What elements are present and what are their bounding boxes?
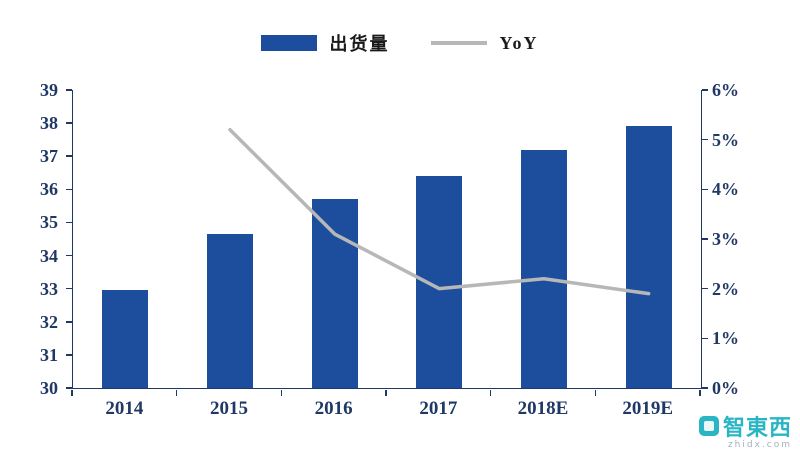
right-axis-tick — [701, 138, 708, 141]
right-axis-label: 5% — [712, 129, 739, 150]
bar-2014 — [102, 290, 149, 388]
left-axis-tick — [66, 155, 72, 157]
left-axis-tick — [66, 254, 72, 257]
left-axis-tick — [66, 287, 72, 290]
legend-label-yoy: YoY — [499, 32, 539, 53]
left-axis-tick — [66, 354, 72, 356]
x-axis-tick — [280, 389, 283, 396]
right-axis-tick — [701, 188, 708, 191]
legend: 出货量 YoY — [0, 30, 800, 56]
left-axis-label: 38 — [40, 113, 58, 134]
line-swatch-icon — [431, 41, 488, 45]
left-axis-tick — [66, 89, 72, 91]
x-axis-tick — [385, 389, 387, 396]
left-axis-label: 33 — [40, 278, 58, 299]
bar-2018E — [521, 149, 567, 388]
x-axis-label-2014: 2014 — [105, 398, 144, 419]
right-axis-tick — [701, 89, 708, 91]
x-axis-label-2016: 2016 — [314, 398, 353, 419]
x-axis-label-2015: 2015 — [210, 398, 248, 419]
x-axis-tick — [175, 389, 178, 396]
right-axis-label: 2% — [712, 278, 739, 299]
plot-area — [72, 90, 702, 389]
right-axis-label: 3% — [712, 229, 739, 249]
left-axis-label: 30 — [40, 378, 58, 398]
legend-label-shipments: 出货量 — [329, 34, 390, 54]
right-axis-label: 4% — [712, 179, 739, 200]
right-axis-tick — [701, 387, 708, 389]
right-axis-tick — [701, 287, 708, 290]
right-axis-label: 1% — [712, 328, 739, 349]
bar-2016 — [311, 199, 358, 388]
right-axis-tick — [701, 238, 708, 240]
x-axis-tick — [594, 389, 597, 396]
left-axis-label: 36 — [40, 179, 58, 200]
x-axis-label-2019E: 2019E — [622, 398, 673, 419]
x-axis-label-2017: 2017 — [419, 398, 458, 419]
x-axis-tick — [489, 389, 492, 396]
left-axis-tick — [66, 321, 72, 323]
right-axis-label: 0% — [712, 378, 739, 398]
left-axis-label: 37 — [40, 146, 58, 167]
x-axis-label-2018E: 2018E — [517, 398, 569, 419]
left-axis-tick — [66, 122, 72, 124]
zhidx-logo-icon — [698, 416, 719, 436]
left-axis-label: 34 — [40, 245, 58, 266]
bar-swatch-icon — [261, 35, 318, 51]
left-axis-label: 31 — [40, 344, 58, 365]
left-axis-tick — [66, 387, 72, 389]
left-axis-tick — [66, 221, 72, 224]
bar-2015 — [207, 234, 253, 388]
legend-item-yoy: YoY — [431, 33, 538, 54]
legend-item-shipments: 出货量 — [261, 30, 389, 56]
left-axis-label: 35 — [40, 212, 58, 233]
left-axis-tick — [66, 188, 72, 191]
watermark-brand: 智東西 — [722, 416, 792, 441]
right-axis-label: 6% — [712, 80, 739, 100]
left-axis-label: 39 — [40, 80, 58, 100]
watermark: 智東西 zhidx.com — [698, 410, 792, 450]
yoy-line — [228, 127, 651, 296]
bar-2019E — [625, 126, 672, 388]
x-axis-tick — [699, 389, 701, 396]
left-axis-label: 32 — [40, 311, 58, 332]
watermark-domain: zhidx.com — [727, 440, 792, 450]
right-axis-tick — [701, 337, 708, 340]
x-axis-tick — [71, 389, 73, 396]
